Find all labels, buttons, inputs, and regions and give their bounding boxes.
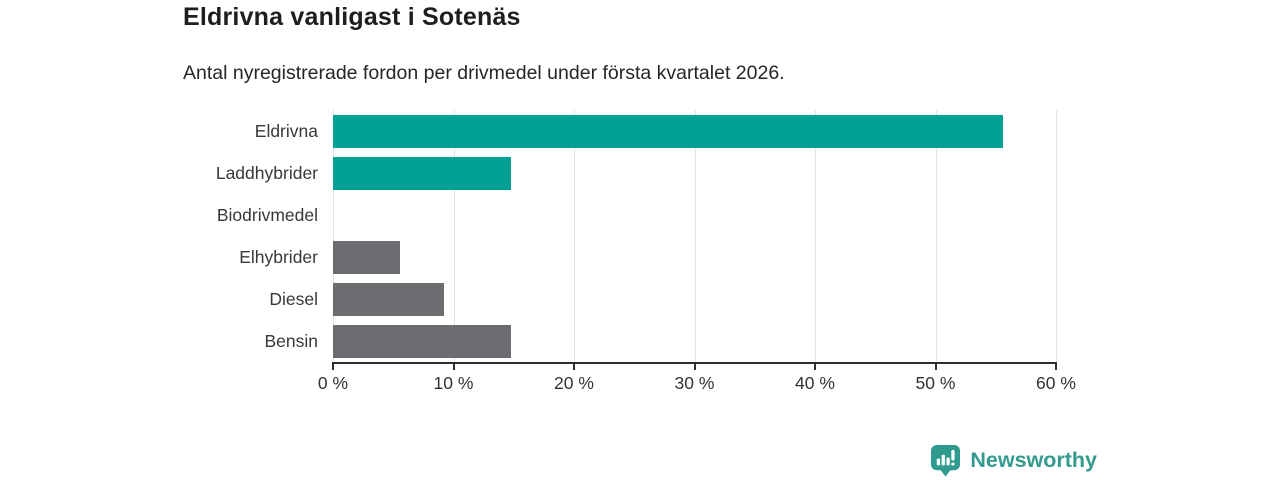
category-label: Diesel (269, 289, 318, 310)
axis-tick (573, 363, 575, 370)
category-label: Eldrivna (254, 120, 318, 141)
bar-diesel (333, 283, 444, 317)
bar-eldrivna (333, 114, 1003, 148)
bar-elhybrider (333, 241, 401, 275)
axis-tick-label: 30 % (674, 373, 715, 393)
category-label: Laddhybrider (215, 162, 318, 183)
gridline (694, 110, 696, 363)
chart-subtitle: Antal nyregistrerade fordon per drivmede… (183, 62, 785, 84)
bar-laddhybrider (333, 156, 512, 190)
axis-tick (452, 363, 455, 370)
plot-area: 0 % 10 % 20 % 30 % 40 % 50 % 60 % (318, 110, 1076, 393)
gridline (333, 110, 334, 363)
newsworthy-brand-label: Newsworthy (970, 448, 1097, 472)
axis-tick (1055, 363, 1057, 370)
category-label: Bensin (264, 331, 318, 352)
gridline (574, 110, 575, 363)
axis-tick (693, 363, 696, 370)
gridline (815, 110, 816, 363)
axis-tick (934, 363, 937, 370)
axis-tick-label: 10 % (433, 373, 474, 393)
bar-bensin (333, 325, 512, 359)
category-label: Elhybrider (239, 247, 318, 268)
axis-tick-label: 20 % (554, 373, 594, 393)
category-label: Biodrivmedel (216, 204, 318, 225)
gridline (935, 110, 937, 363)
axis-tick (814, 363, 816, 370)
newsworthy-brand-link[interactable]: Newsworthy (930, 444, 1097, 477)
gridline (1056, 110, 1057, 363)
chart-title: Eldrivna vanligast i Sotenäs (183, 3, 521, 31)
axis-tick-label: 60 % (1036, 373, 1076, 393)
axis-tick-label: 0 % (317, 373, 349, 393)
axis-tick-label: 50 % (915, 373, 956, 393)
newsworthy-logo-icon (930, 444, 961, 477)
axis-tick-label: 40 % (795, 373, 835, 393)
gridline (453, 110, 455, 363)
category-axis: Eldrivna Laddhybrider Biodrivmedel Elhybrid… (0, 110, 318, 363)
axis-tick (332, 363, 334, 370)
